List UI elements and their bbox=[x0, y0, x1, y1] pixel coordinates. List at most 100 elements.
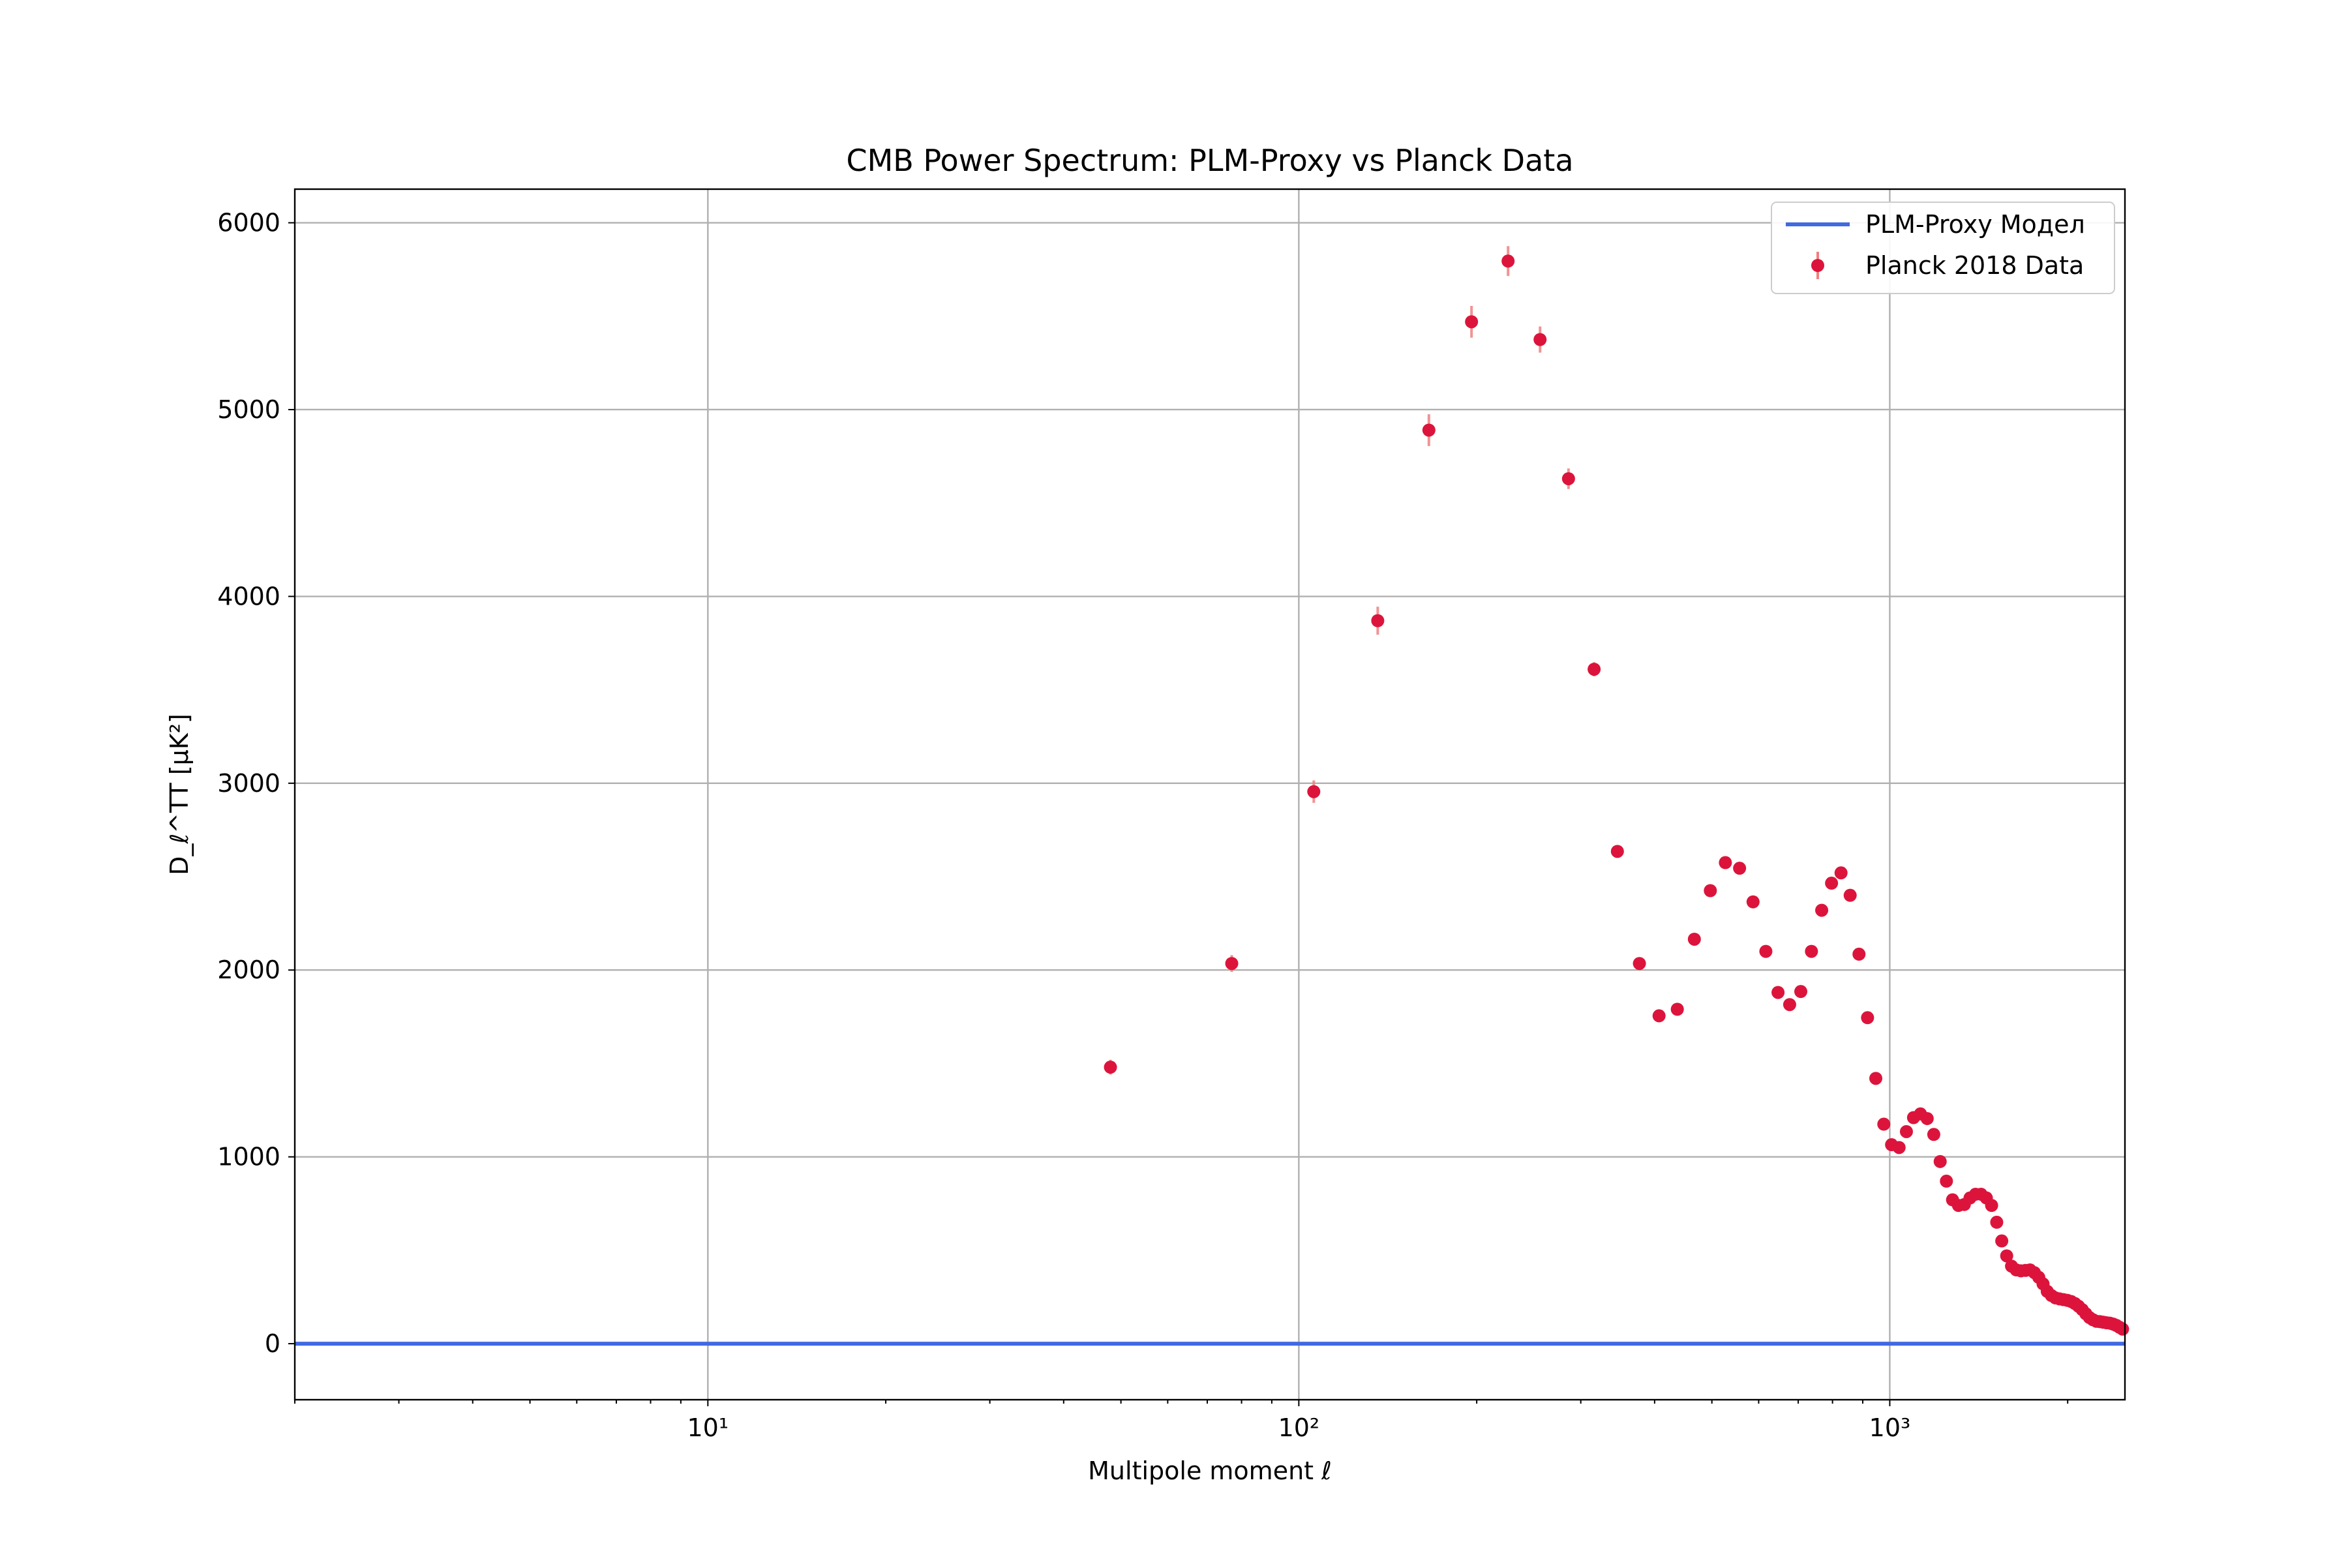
data-point bbox=[1920, 1111, 1934, 1125]
data-point bbox=[1995, 1234, 2009, 1248]
data-point bbox=[1940, 1174, 1953, 1188]
x-tick-label: 10² bbox=[1278, 1413, 1320, 1442]
data-point bbox=[1733, 862, 1747, 875]
data-point-group bbox=[1843, 888, 1857, 902]
data-point bbox=[1561, 472, 1575, 485]
data-point-group bbox=[1877, 1117, 1891, 1131]
legend-swatch-data bbox=[1811, 259, 1824, 272]
data-point bbox=[1104, 1061, 1117, 1074]
data-point bbox=[1805, 944, 1818, 958]
data-point-group bbox=[1933, 1154, 1947, 1168]
data-point bbox=[1670, 1003, 1684, 1016]
data-point bbox=[1588, 663, 1601, 676]
data-point-group bbox=[1869, 1072, 1883, 1085]
data-point-group bbox=[1940, 1174, 1953, 1188]
data-point-group bbox=[1995, 1234, 2009, 1248]
data-point-group bbox=[1852, 947, 1866, 961]
data-point-group bbox=[1719, 856, 1732, 869]
data-point bbox=[1533, 333, 1547, 346]
data-point-group bbox=[1733, 862, 1747, 875]
data-point bbox=[1687, 932, 1701, 946]
data-point bbox=[2000, 1249, 2013, 1263]
data-point bbox=[1371, 614, 1385, 627]
data-point bbox=[2116, 1322, 2130, 1336]
data-point-group bbox=[1771, 986, 1785, 999]
data-point-group bbox=[2116, 1322, 2130, 1336]
y-tick-label: 4000 bbox=[217, 582, 280, 611]
data-point-group bbox=[1985, 1199, 1998, 1213]
data-point bbox=[1869, 1072, 1883, 1085]
y-tick-label: 6000 bbox=[217, 209, 280, 237]
data-point bbox=[1825, 877, 1839, 890]
legend-box bbox=[1771, 202, 2115, 294]
data-point-group bbox=[1759, 944, 1773, 958]
y-tick-label: 5000 bbox=[217, 395, 280, 424]
data-point bbox=[1746, 895, 1760, 909]
data-point bbox=[1307, 785, 1321, 798]
data-point-group bbox=[1805, 944, 1818, 958]
data-point-group bbox=[1561, 468, 1575, 489]
y-tick-label: 1000 bbox=[217, 1143, 280, 1171]
data-point bbox=[1783, 998, 1796, 1012]
data-point bbox=[1704, 884, 1717, 897]
data-point bbox=[1771, 986, 1785, 999]
data-point bbox=[1877, 1117, 1891, 1131]
data-point-group bbox=[1465, 306, 1479, 338]
data-point-group bbox=[1501, 246, 1515, 277]
data-point bbox=[1610, 845, 1624, 858]
data-point bbox=[1652, 1009, 1666, 1023]
x-tick-label: 10³ bbox=[1869, 1413, 1911, 1442]
data-point-group bbox=[1652, 1009, 1666, 1023]
legend-label-data: Planck 2018 Data bbox=[1865, 251, 2084, 280]
chart-title: CMB Power Spectrum: PLM-Proxy vs Planck … bbox=[846, 143, 1573, 178]
data-point-group bbox=[1834, 866, 1848, 880]
plot-frame bbox=[294, 188, 2126, 1401]
data-point bbox=[1852, 947, 1866, 961]
data-point-group bbox=[1225, 955, 1239, 972]
data-point-group bbox=[1825, 877, 1839, 890]
legend-label-model: PLM-Proxy Модел bbox=[1865, 210, 2085, 239]
data-point-group bbox=[1746, 895, 1760, 909]
data-point bbox=[1892, 1141, 1906, 1154]
data-point-group bbox=[1104, 1059, 1117, 1075]
data-point bbox=[1985, 1199, 1998, 1213]
data-point-group bbox=[1899, 1124, 1913, 1138]
y-tick-label: 3000 bbox=[217, 769, 280, 798]
data-point-group bbox=[1670, 1003, 1684, 1016]
data-point bbox=[1933, 1154, 1947, 1168]
data-point bbox=[1633, 957, 1646, 971]
data-point-group bbox=[1371, 607, 1385, 635]
data-point-group bbox=[1307, 780, 1321, 803]
data-point-group bbox=[1861, 1011, 1874, 1025]
data-point-group bbox=[1687, 932, 1701, 946]
data-point-group bbox=[1588, 662, 1601, 676]
data-point-group bbox=[1815, 903, 1829, 917]
data-point-group bbox=[1892, 1141, 1906, 1154]
data-point bbox=[1759, 944, 1773, 958]
data-point bbox=[1719, 856, 1732, 869]
data-point-group bbox=[1783, 998, 1796, 1012]
data-point bbox=[1990, 1215, 2004, 1229]
y-axis-title: D_ℓ^TT [μK²] bbox=[165, 714, 194, 875]
ticks-layer: 0 1000 2000 3000 4000 5000 6000 10¹ 10² 10³ bbox=[217, 209, 2069, 1442]
data-point bbox=[1465, 315, 1479, 329]
legend: PLM-Proxy Модел Planck 2018 Data bbox=[1771, 202, 2115, 294]
x-tick-label: 10¹ bbox=[687, 1413, 729, 1442]
data-point bbox=[1899, 1124, 1913, 1138]
data-point bbox=[1225, 957, 1239, 971]
data-point-group bbox=[1920, 1111, 1934, 1125]
data-point bbox=[1815, 903, 1829, 917]
x-axis-title: Multipole moment ℓ bbox=[1088, 1456, 1332, 1485]
data-point-group bbox=[1633, 957, 1646, 971]
data-point-group bbox=[2000, 1249, 2013, 1263]
data-point bbox=[1834, 866, 1848, 880]
data-point bbox=[1843, 888, 1857, 902]
data-point-group bbox=[1533, 326, 1547, 353]
data-point-group bbox=[1927, 1128, 1940, 1141]
data-point-group bbox=[1990, 1215, 2004, 1229]
plot-layer bbox=[295, 246, 2130, 1346]
data-point bbox=[1861, 1011, 1874, 1025]
data-point bbox=[1794, 985, 1808, 999]
